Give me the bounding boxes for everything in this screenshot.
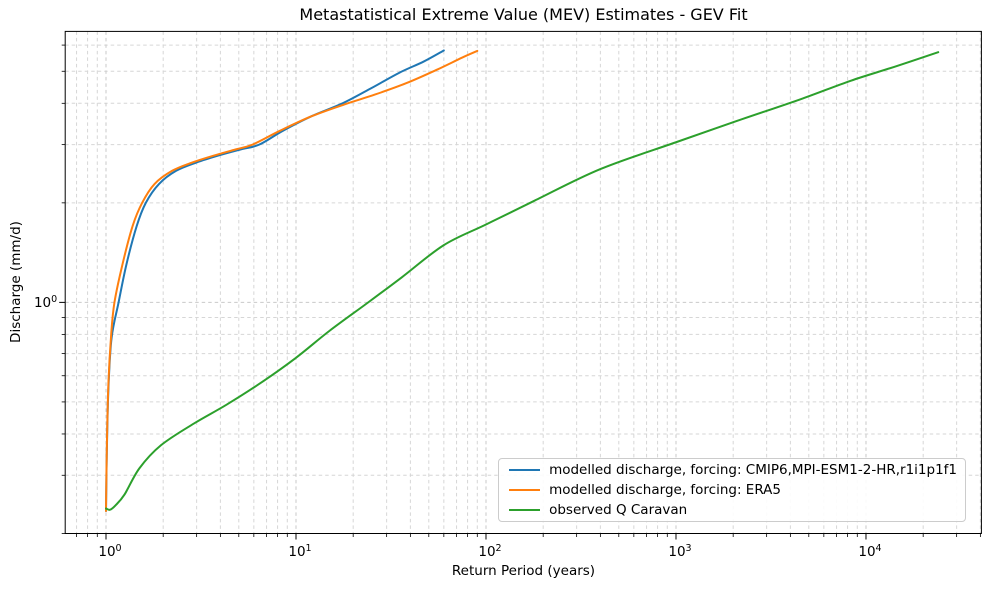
x-axis-label: Return Period (years) xyxy=(451,563,596,579)
legend-item: modelled discharge, forcing: ERA5 xyxy=(509,480,957,500)
series-line-observed xyxy=(104,51,940,511)
x-tick-label-10e1: 101 xyxy=(288,543,311,560)
legend-label-cmip6: modelled discharge, forcing: CMIP6,MPI-E… xyxy=(549,462,957,478)
legend: modelled discharge, forcing: CMIP6,MPI-E… xyxy=(498,458,966,522)
x-tick-label-10e2: 102 xyxy=(478,543,501,560)
legend-item: observed Q Caravan xyxy=(509,500,957,520)
series-lines xyxy=(104,49,940,512)
series-line-era5 xyxy=(104,49,479,512)
legend-label-observed: observed Q Caravan xyxy=(549,502,688,518)
y-tick-label-10e0: 100 xyxy=(34,294,57,311)
legend-line-swatch-cmip6 xyxy=(509,469,541,471)
legend-line-swatch-era5 xyxy=(509,489,541,491)
legend-item: modelled discharge, forcing: CMIP6,MPI-E… xyxy=(509,460,957,480)
x-tick-label-10e0: 100 xyxy=(98,543,121,560)
x-tick-label-10e4: 104 xyxy=(858,543,881,560)
y-axis-label: Discharge (mm/d) xyxy=(8,221,24,343)
axes xyxy=(59,30,982,540)
chart-title: Metastatistical Extreme Value (MEV) Esti… xyxy=(299,5,748,24)
tick-labels: 100 101 102 103 104 100 xyxy=(34,294,882,560)
series-line-cmip6 xyxy=(104,49,445,512)
x-tick-label-10e3: 103 xyxy=(668,543,691,560)
legend-line-swatch-observed xyxy=(509,509,541,511)
legend-label-era5: modelled discharge, forcing: ERA5 xyxy=(549,482,781,498)
